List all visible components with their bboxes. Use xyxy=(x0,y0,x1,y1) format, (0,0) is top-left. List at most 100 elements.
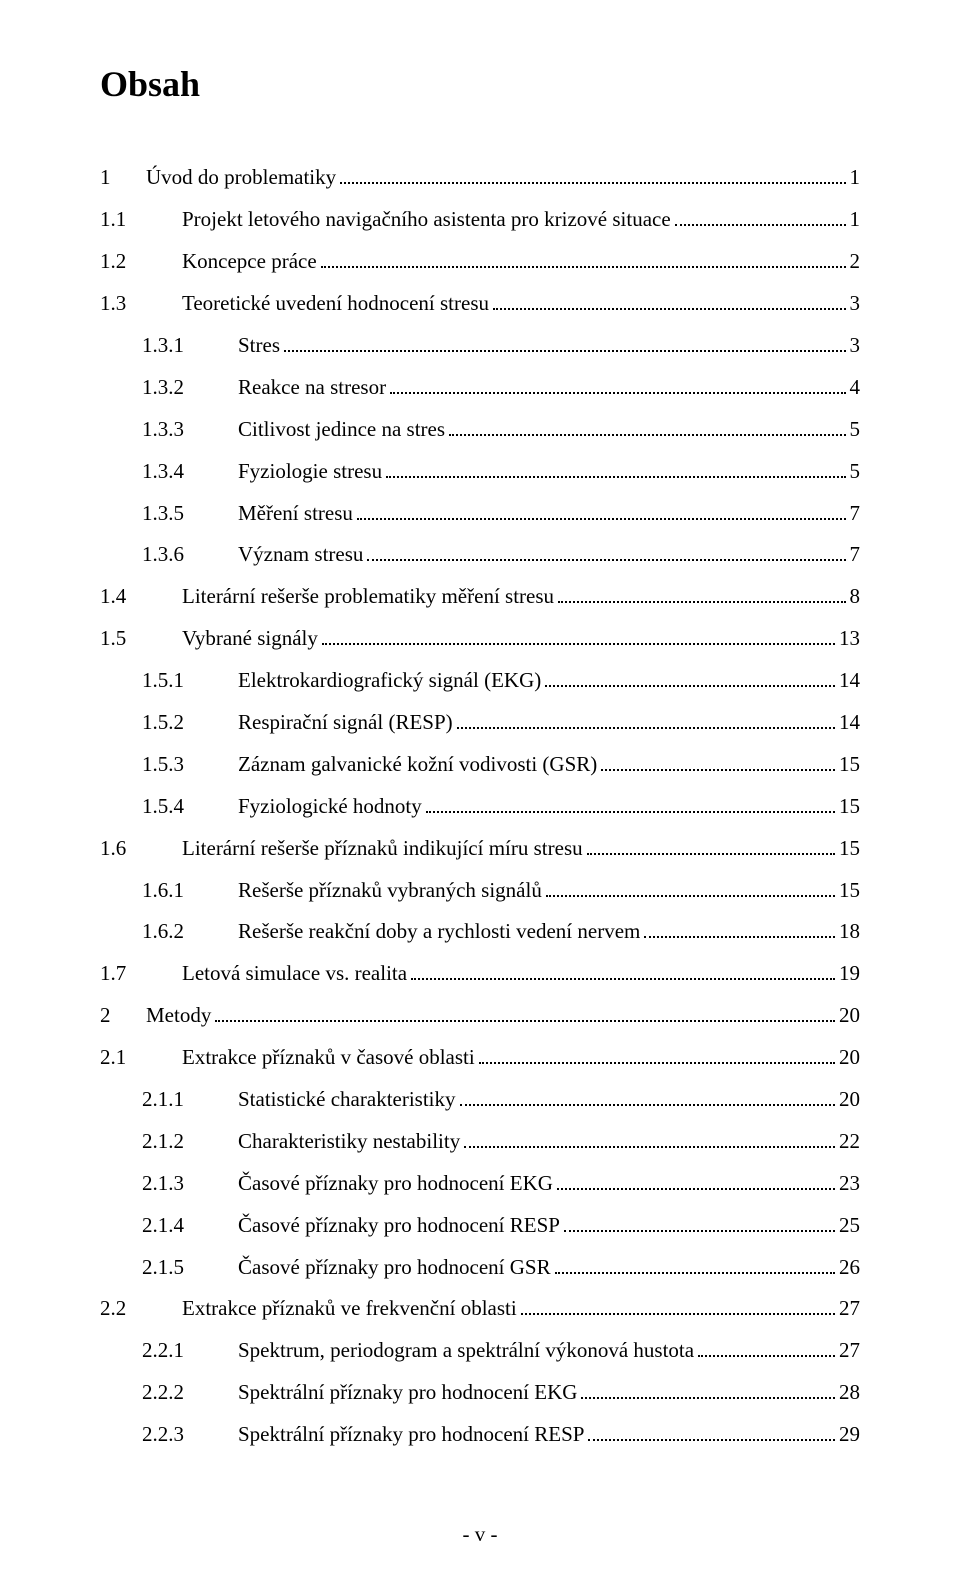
toc-leader-dots xyxy=(546,878,835,897)
toc-entry: 1.5.2Respirační signál (RESP) 14 xyxy=(100,703,860,743)
toc-entry-number: 2.1 xyxy=(100,1038,182,1078)
toc-entry-title: Rešerše příznaků vybraných signálů xyxy=(238,871,542,911)
toc-leader-dots xyxy=(558,585,845,604)
toc-entry-title: Fyziologické hodnoty xyxy=(238,787,422,827)
toc-leader-dots xyxy=(411,962,835,981)
toc-entry-page: 1 xyxy=(850,200,861,240)
toc-entry-title: Reakce na stresor xyxy=(238,368,386,408)
toc-entry-title: Spektrální příznaky pro hodnocení EKG xyxy=(238,1373,577,1413)
toc-entry-title: Extrakce příznaků ve frekvenční oblasti xyxy=(182,1289,517,1329)
toc-entry-number: 1.2 xyxy=(100,242,182,282)
toc-entry: 1.2Koncepce práce2 xyxy=(100,242,860,282)
toc-entry-number: 2.1.5 xyxy=(142,1248,238,1288)
page-footer: - v - xyxy=(100,1515,860,1555)
toc-entry-number: 1.6 xyxy=(100,829,182,869)
toc-entry-number: 1.5.4 xyxy=(142,787,238,827)
toc-leader-dots xyxy=(644,920,835,939)
toc-entry-number: 1.5.1 xyxy=(142,661,238,701)
toc-entry-page: 28 xyxy=(839,1373,860,1413)
toc-entry-page: 4 xyxy=(850,368,861,408)
toc-entry-page: 5 xyxy=(850,452,861,492)
toc-entry-title: Respirační signál (RESP) xyxy=(238,703,453,743)
toc-entry: 2.1.5Časové příznaky pro hodnocení GSR26 xyxy=(100,1248,860,1288)
toc-leader-dots xyxy=(367,543,845,562)
toc-entry-title: Elektrokardiografický signál (EKG) xyxy=(238,661,541,701)
toc-entry-page: 14 xyxy=(839,661,860,701)
toc-entry-page: 15 xyxy=(839,829,860,869)
toc-leader-dots xyxy=(460,1087,835,1106)
toc-entry-page: 20 xyxy=(839,1038,860,1078)
toc-entry-number: 1.7 xyxy=(100,954,182,994)
toc-leader-dots xyxy=(564,1213,835,1232)
toc-entry-title: Charakteristiky nestability xyxy=(238,1122,460,1162)
toc-leader-dots xyxy=(521,1297,835,1316)
toc-entry-page: 15 xyxy=(839,787,860,827)
toc-entry-number: 1.4 xyxy=(100,577,182,617)
table-of-contents: 1Úvod do problematiky11.1Projekt letovéh… xyxy=(100,158,860,1455)
toc-entry-number: 1.3.4 xyxy=(142,452,238,492)
toc-entry-number: 1.3.1 xyxy=(142,326,238,366)
toc-entry-title: Statistické charakteristiky xyxy=(238,1080,456,1120)
toc-leader-dots xyxy=(588,1422,835,1441)
toc-entry-page: 5 xyxy=(850,410,861,450)
toc-entry-title: Metody xyxy=(146,996,211,1036)
toc-entry-page: 1 xyxy=(850,158,861,198)
toc-entry-page: 18 xyxy=(839,912,860,952)
toc-entry-title: Citlivost jedince na stres xyxy=(238,410,445,450)
toc-entry-title: Záznam galvanické kožní vodivosti (GSR) xyxy=(238,745,597,785)
toc-entry-number: 1 xyxy=(100,158,146,198)
toc-entry: 1.5Vybrané signály13 xyxy=(100,619,860,659)
toc-entry: 1.5.1Elektrokardiografický signál (EKG) 1… xyxy=(100,661,860,701)
toc-entry-number: 2.1.2 xyxy=(142,1122,238,1162)
toc-entry: 1.3.5Měření stresu7 xyxy=(100,494,860,534)
toc-entry-title: Spektrum, periodogram a spektrální výkon… xyxy=(238,1331,694,1371)
toc-leader-dots xyxy=(479,1045,835,1064)
toc-entry-number: 2.1.3 xyxy=(142,1164,238,1204)
toc-leader-dots xyxy=(464,1129,835,1148)
toc-leader-dots xyxy=(322,626,835,645)
toc-entry: 2.1.2Charakteristiky nestability22 xyxy=(100,1122,860,1162)
toc-entry-page: 8 xyxy=(850,577,861,617)
toc-entry: 2.1Extrakce příznaků v časové oblasti20 xyxy=(100,1038,860,1078)
toc-leader-dots xyxy=(587,836,835,855)
toc-entry: 1.1Projekt letového navigačního asistent… xyxy=(100,200,860,240)
page-container: Obsah 1Úvod do problematiky11.1Projekt l… xyxy=(0,0,960,1595)
toc-entry-title: Časové příznaky pro hodnocení EKG xyxy=(238,1164,553,1204)
toc-entry-title: Vybrané signály xyxy=(182,619,318,659)
toc-entry-number: 2.1.4 xyxy=(142,1206,238,1246)
toc-entry: 1.6Literární rešerše příznaků indikující… xyxy=(100,829,860,869)
toc-entry-title: Význam stresu xyxy=(238,535,363,575)
toc-entry-title: Literární rešerše příznaků indikující mí… xyxy=(182,829,583,869)
toc-entry-page: 29 xyxy=(839,1415,860,1455)
toc-leader-dots xyxy=(581,1380,835,1399)
toc-entry-number: 1.6.2 xyxy=(142,912,238,952)
toc-entry: 2.1.4Časové příznaky pro hodnocení RESP 2… xyxy=(100,1206,860,1246)
toc-entry-page: 27 xyxy=(839,1331,860,1371)
toc-entry-page: 15 xyxy=(839,745,860,785)
toc-leader-dots xyxy=(340,166,845,185)
toc-leader-dots xyxy=(675,207,846,226)
toc-entry-title: Měření stresu xyxy=(238,494,353,534)
toc-entry-title: Spektrální příznaky pro hodnocení RESP xyxy=(238,1415,584,1455)
toc-entry-number: 1.5.2 xyxy=(142,703,238,743)
toc-entry-page: 25 xyxy=(839,1206,860,1246)
toc-entry: 1.3.3Citlivost jedince na stres5 xyxy=(100,410,860,450)
toc-entry-title: Projekt letového navigačního asistenta p… xyxy=(182,200,671,240)
toc-entry-number: 1.6.1 xyxy=(142,871,238,911)
toc-entry-number: 2.2.1 xyxy=(142,1331,238,1371)
toc-entry-title: Stres xyxy=(238,326,280,366)
toc-leader-dots xyxy=(390,375,845,394)
toc-entry: 2.2.2Spektrální příznaky pro hodnocení E… xyxy=(100,1373,860,1413)
toc-entry-page: 15 xyxy=(839,871,860,911)
toc-entry-number: 1.3.2 xyxy=(142,368,238,408)
toc-entry-page: 26 xyxy=(839,1248,860,1288)
toc-leader-dots xyxy=(449,417,845,436)
toc-leader-dots xyxy=(555,1255,835,1274)
toc-entry-title: Časové příznaky pro hodnocení RESP xyxy=(238,1206,560,1246)
toc-entry: 1.7Letová simulace vs. realita19 xyxy=(100,954,860,994)
toc-entry-page: 23 xyxy=(839,1164,860,1204)
toc-leader-dots xyxy=(426,794,835,813)
toc-entry-number: 1.1 xyxy=(100,200,182,240)
toc-leader-dots xyxy=(386,459,845,478)
toc-entry-page: 14 xyxy=(839,703,860,743)
